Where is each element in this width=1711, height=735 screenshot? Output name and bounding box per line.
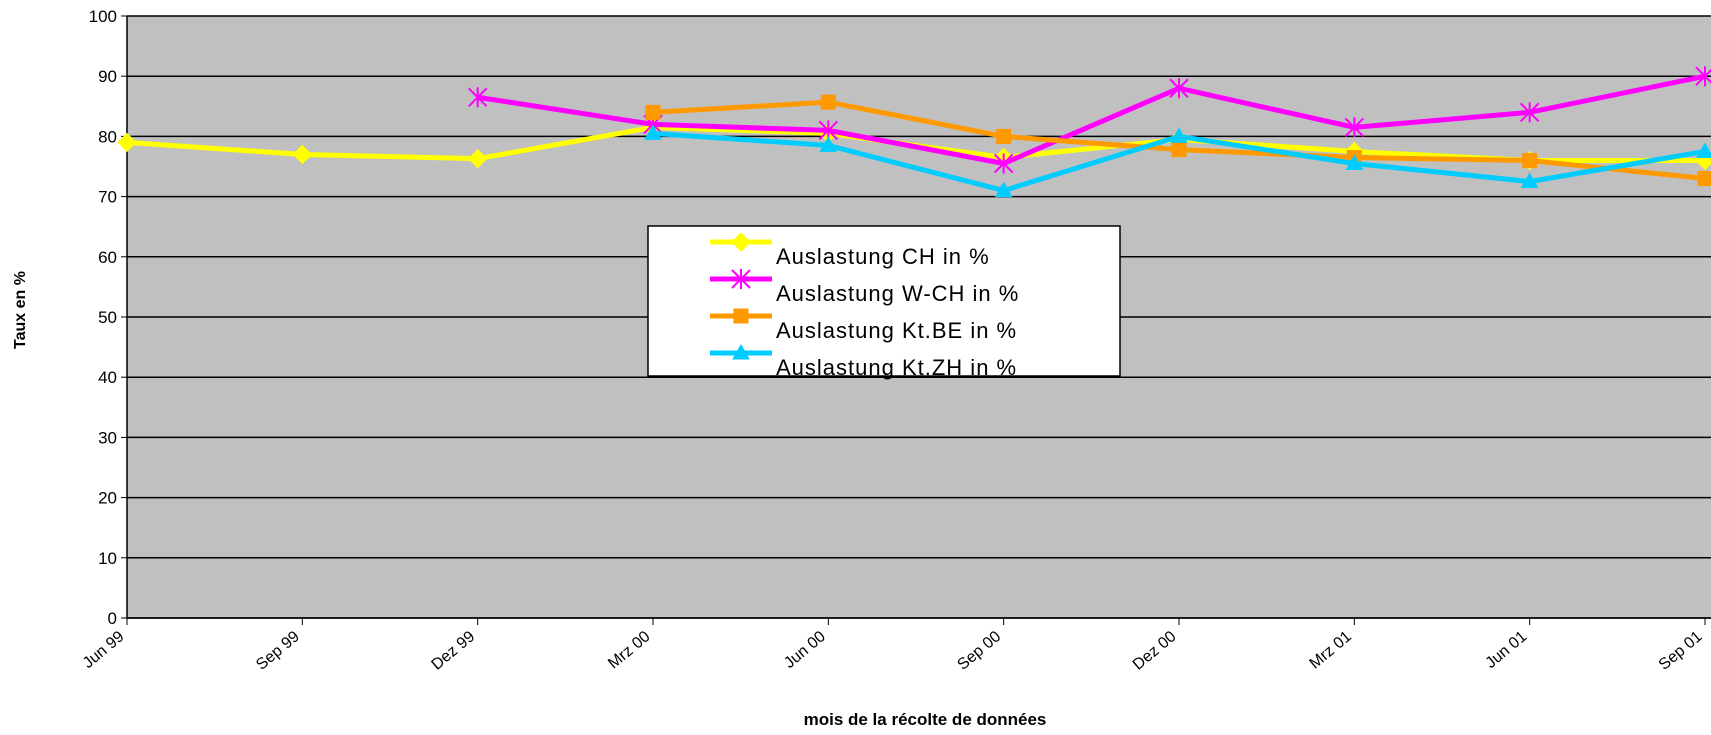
marker — [644, 124, 662, 140]
marker — [1170, 127, 1188, 143]
line — [477, 73, 1706, 167]
marker — [1696, 142, 1711, 158]
x-tick-label: Sep 00 — [954, 628, 1004, 674]
y-tick-label: 80 — [98, 127, 117, 146]
marker — [732, 343, 750, 360]
marker — [731, 232, 751, 252]
x-tick-label: Dez 99 — [428, 628, 478, 674]
x-tick-label: Jun 99 — [80, 628, 128, 672]
y-tick-label: 90 — [98, 67, 117, 86]
marker — [117, 132, 137, 153]
x-tick-label: Mrz 01 — [1307, 628, 1355, 673]
marker — [994, 181, 1013, 198]
marker — [467, 87, 488, 108]
marker — [820, 94, 836, 110]
y-tick-label: 70 — [98, 188, 117, 207]
x-axis-title: mois de la récolte de données — [804, 710, 1047, 729]
y-tick-label: 40 — [98, 368, 117, 387]
marker — [996, 128, 1012, 144]
x-tick-label: Dez 00 — [1130, 628, 1180, 674]
marker — [1169, 78, 1189, 99]
marker — [1522, 152, 1538, 168]
y-axis-title: Taux en % — [12, 271, 29, 349]
x-tick-label: Sep 99 — [253, 628, 303, 674]
marker — [1345, 154, 1364, 170]
marker — [645, 104, 661, 120]
x-tick-label: Jun 01 — [1483, 628, 1531, 672]
legend-label: Auslastung Kt.BE in % — [776, 318, 1017, 343]
marker — [733, 308, 749, 324]
y-tick-label: 100 — [89, 7, 117, 26]
y-tick-label: 0 — [108, 609, 117, 628]
y-tick-label: 60 — [98, 248, 117, 267]
marker — [1520, 172, 1539, 189]
x-tick-label: Mrz 00 — [605, 628, 653, 673]
y-tick-label: 30 — [98, 428, 117, 447]
legend-label: Auslastung Kt.ZH in % — [776, 355, 1017, 380]
y-tick-label: 10 — [98, 549, 117, 568]
marker — [731, 269, 751, 289]
marker — [1344, 117, 1365, 138]
marker — [1171, 142, 1187, 158]
marker — [1519, 102, 1540, 123]
marker — [1697, 171, 1711, 187]
marker — [467, 148, 488, 169]
x-tick-label: Jun 00 — [781, 628, 829, 672]
legend-label: Auslastung W-CH in % — [776, 281, 1019, 306]
x-tick-label: Sep 01 — [1656, 628, 1706, 674]
marker — [1695, 66, 1711, 87]
series-layer — [117, 66, 1711, 198]
marker — [819, 136, 838, 152]
legend-label: Auslastung CH in % — [776, 244, 990, 269]
marker — [292, 144, 313, 165]
y-tick-label: 20 — [98, 489, 117, 508]
y-tick-label: 50 — [98, 308, 117, 327]
marker — [993, 153, 1014, 174]
